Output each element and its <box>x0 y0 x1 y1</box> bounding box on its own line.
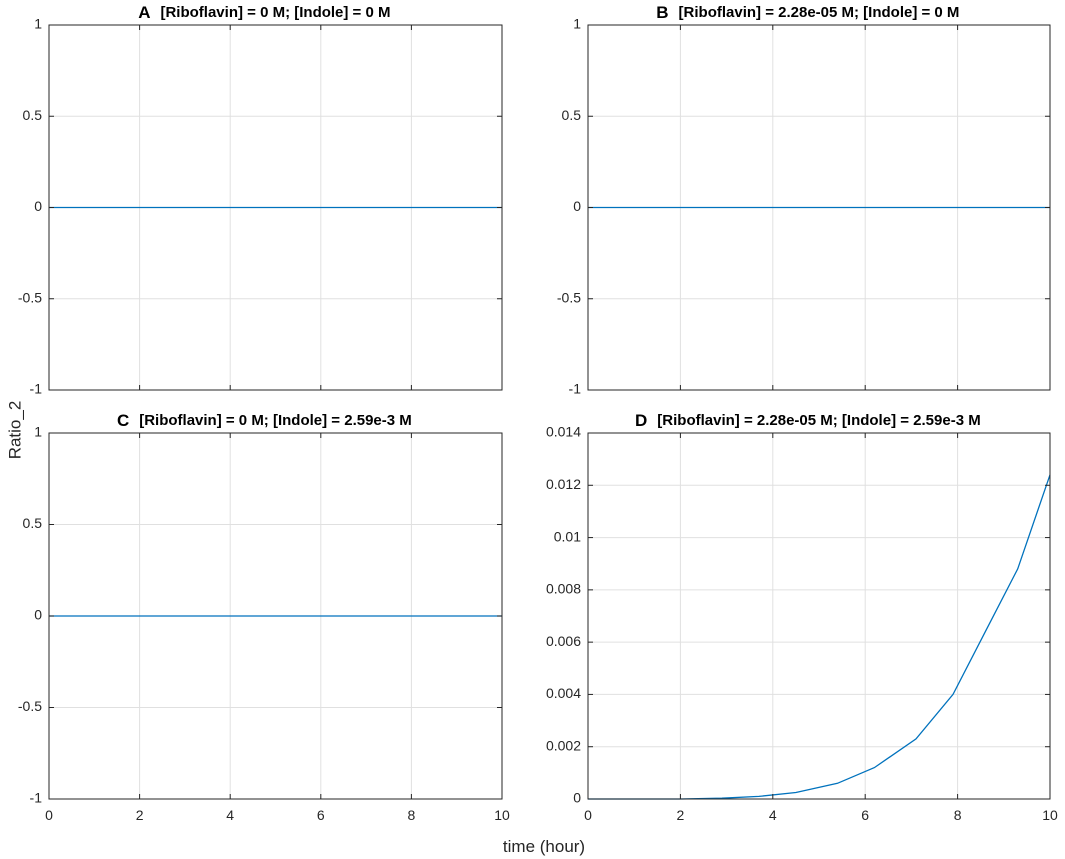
x-tick-label: 0 <box>45 807 53 823</box>
panel-title: [Riboflavin] = 0 M; [Indole] = 2.59e-3 M <box>139 412 412 429</box>
y-tick-label: 0 <box>573 790 581 806</box>
panel-d: 0.014 0.012 0.01 0.008 0.006 0.004 0.002 00 2 4 6 8… <box>546 411 1058 823</box>
y-tick-label: 1 <box>573 16 581 32</box>
y-tick-label: -0.5 <box>18 289 42 305</box>
y-tick-label: 0.01 <box>554 528 581 544</box>
x-tick-label: 10 <box>494 807 510 823</box>
y-tick-label: 0.002 <box>546 737 581 753</box>
panel-title: [Riboflavin] = 2.28e-05 M; [Indole] = 2.… <box>657 412 980 429</box>
panel-b: 1 0.5 0 -0.5 -1 [Riboflavin] = 2.28e-05 M; [I… <box>557 3 1051 397</box>
y-tick-label: -1 <box>30 790 43 806</box>
y-tick-label: 0.008 <box>546 581 581 597</box>
x-axis-label: time (hour) <box>503 837 585 856</box>
x-tick-label: 6 <box>317 807 325 823</box>
x-tick-label: 6 <box>861 807 869 823</box>
panel-c: 10.50-0.5-10 2 4 6 8 10[Riboflavin] = 0 M; [I… <box>18 411 510 823</box>
y-tick-label: -0.5 <box>18 698 42 714</box>
y-tick-label: 0.006 <box>546 633 581 649</box>
x-tick-label: 2 <box>136 807 144 823</box>
y-tick-label: 1 <box>34 16 42 32</box>
y-tick-label: -0.5 <box>557 289 581 305</box>
y-tick-label: 0.5 <box>23 515 43 531</box>
panels: 1 0.5 0 -0.5 -1 [Riboflavin] = 0 M; [Indole] … <box>18 3 1058 823</box>
y-tick-label: 0.5 <box>562 107 582 123</box>
x-tick-label: 10 <box>1042 807 1058 823</box>
panel-title: [Riboflavin] = 2.28e-05 M; [Indole] = 0 … <box>679 4 960 21</box>
x-tick-label: 2 <box>677 807 685 823</box>
panel-letter: A <box>138 3 150 22</box>
series-line <box>588 474 1051 800</box>
axes-box <box>587 432 1051 800</box>
y-tick-label: 0 <box>34 607 42 623</box>
x-tick-label: 4 <box>226 807 234 823</box>
panel-letter: D <box>635 411 647 430</box>
y-tick-label: -1 <box>30 381 43 397</box>
x-tick-label: 0 <box>584 807 592 823</box>
panel-letter: B <box>656 3 668 22</box>
x-tick-label: 8 <box>408 807 416 823</box>
y-axis-label: Ratio_2 <box>5 401 24 460</box>
x-tick-label: 8 <box>954 807 962 823</box>
y-tick-label: 1 <box>34 424 42 440</box>
y-tick-label: 0.014 <box>546 424 581 440</box>
y-tick-label: 0 <box>573 198 581 214</box>
plot-area <box>588 433 1050 799</box>
y-tick-label: 0.5 <box>23 107 43 123</box>
panel-title: [Riboflavin] = 0 M; [Indole] = 0 M <box>160 4 390 21</box>
y-tick-label: 0.004 <box>546 685 581 701</box>
x-tick-label: 4 <box>769 807 777 823</box>
panel-a: 1 0.5 0 -0.5 -1 [Riboflavin] = 0 M; [Indole] … <box>18 3 503 397</box>
y-tick-label: -1 <box>569 381 582 397</box>
y-tick-label: 0 <box>34 198 42 214</box>
panel-letter: C <box>117 411 129 430</box>
y-tick-label: 0.012 <box>546 476 581 492</box>
